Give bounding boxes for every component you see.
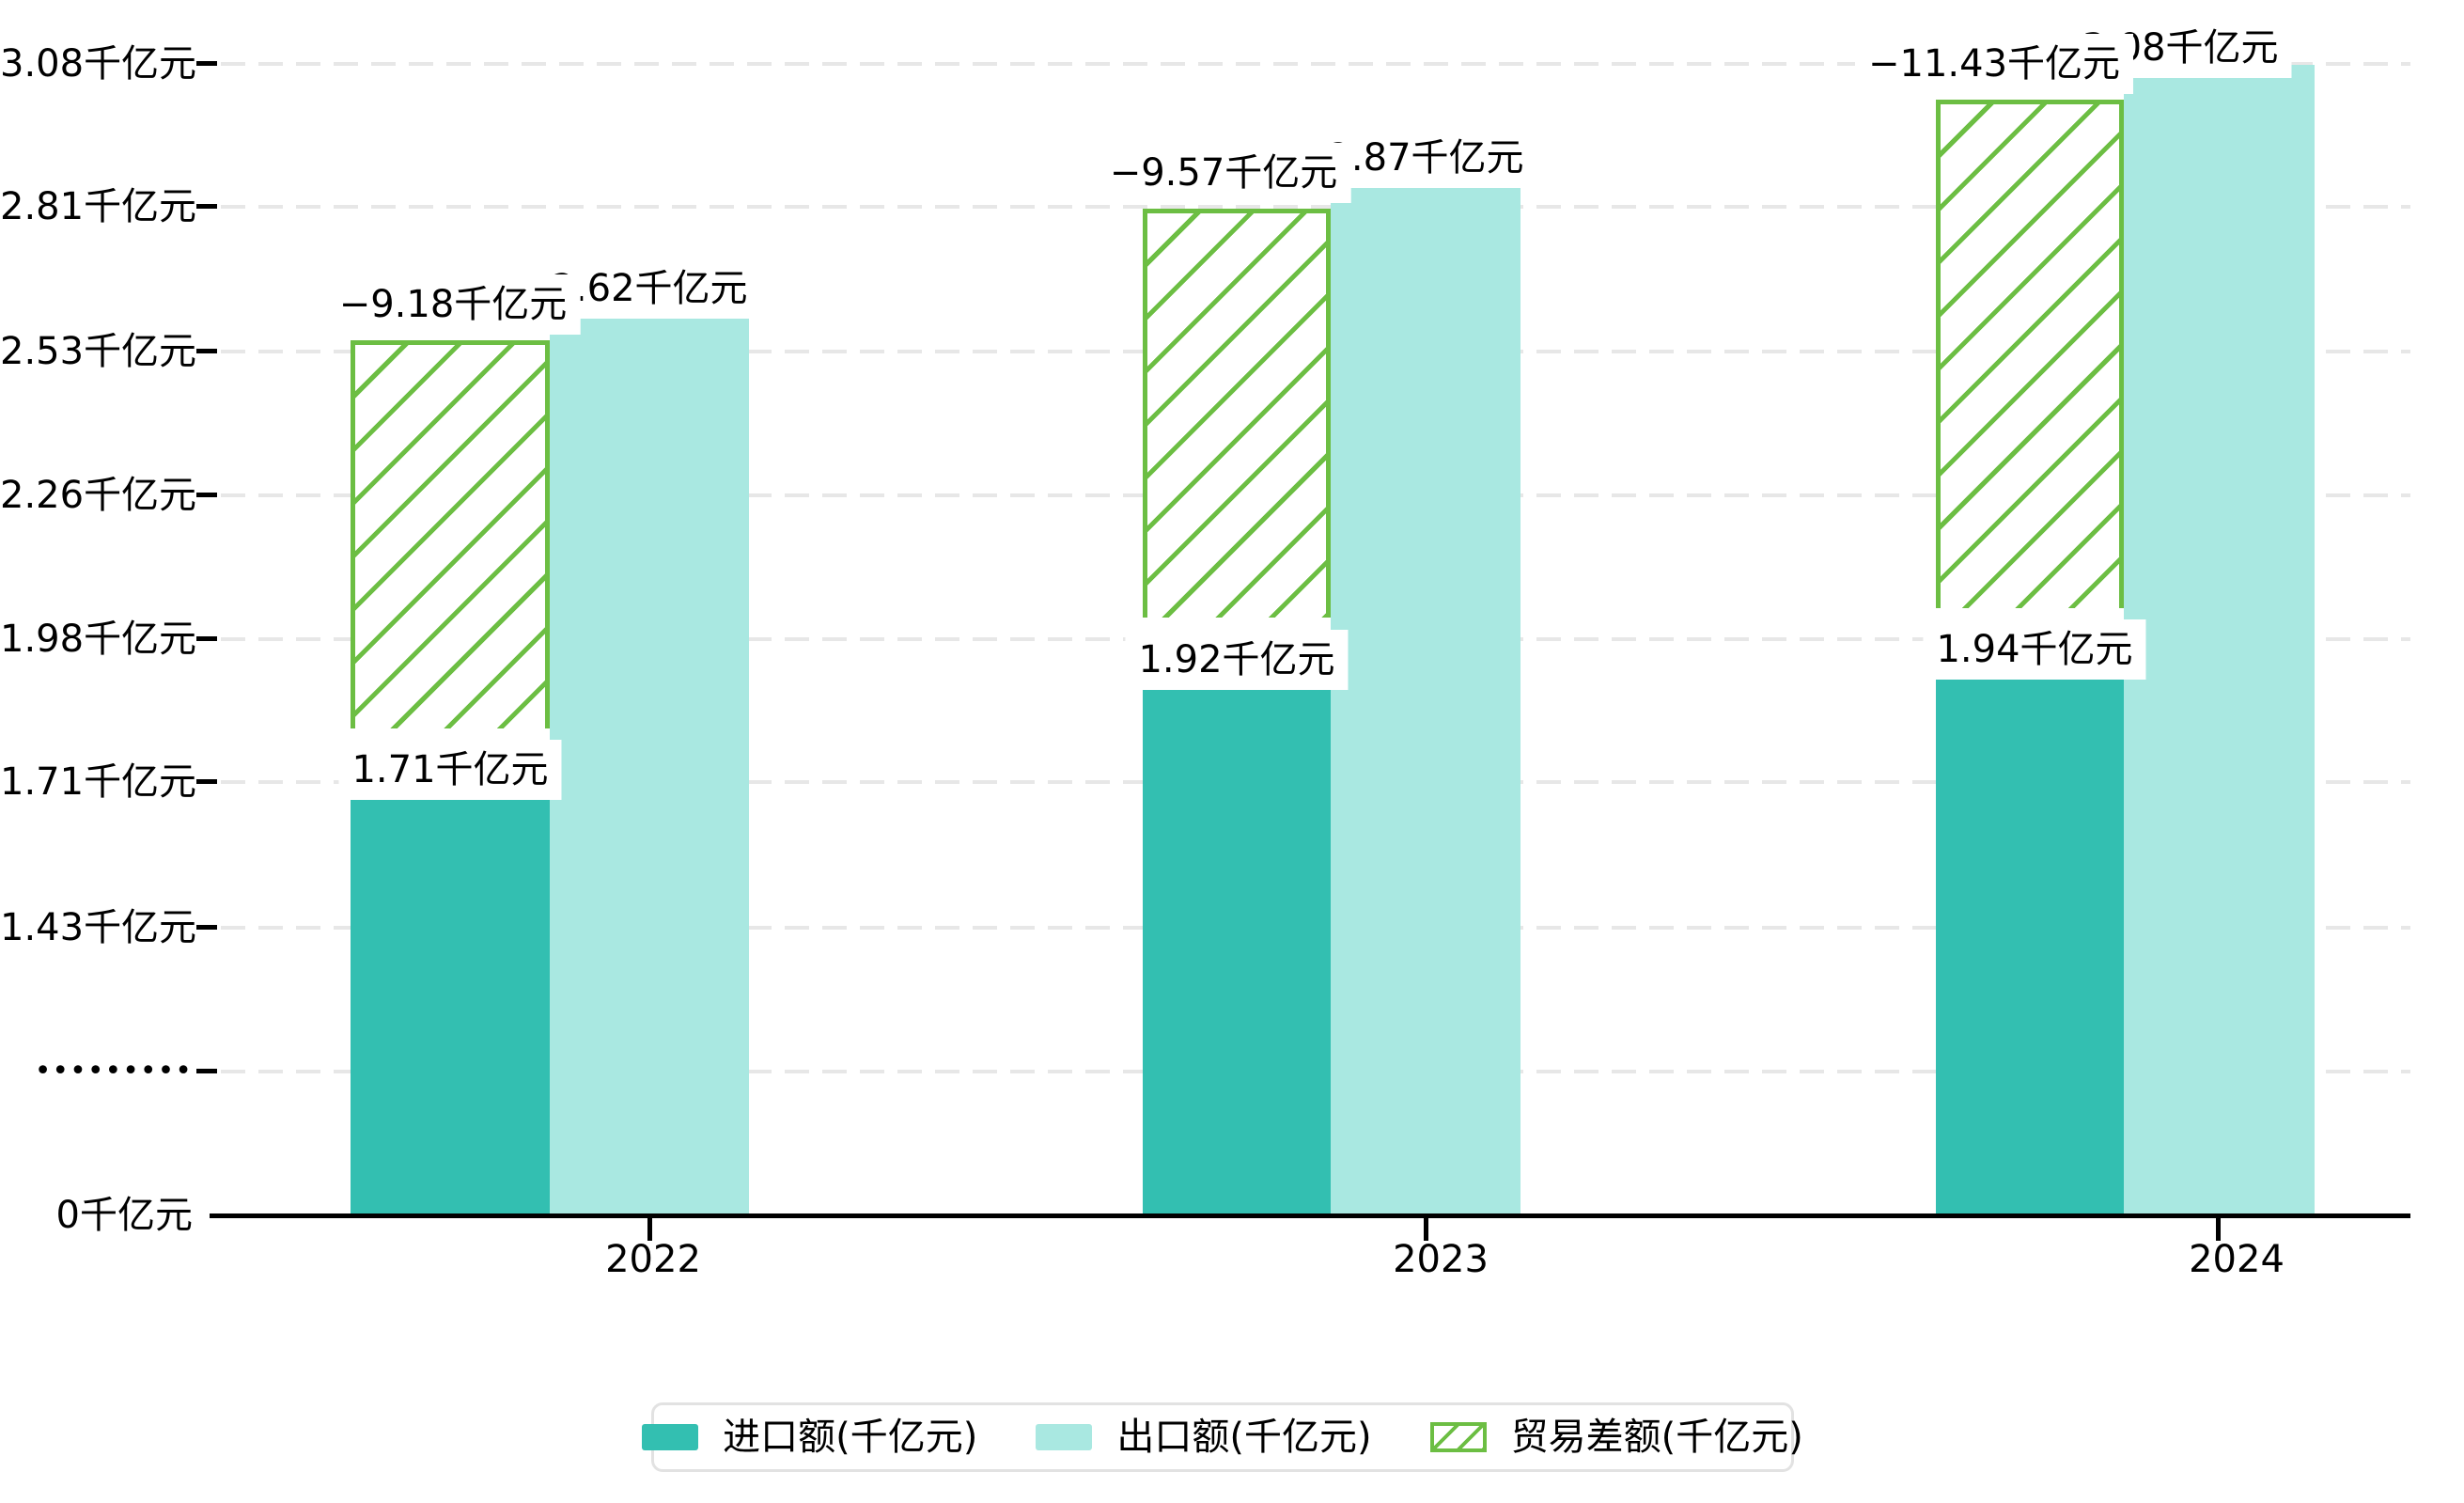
- y-axis-label: •••••••••: [34, 1055, 193, 1088]
- y-axis-label: 1.43千亿元: [0, 906, 197, 949]
- import-bar: [1936, 661, 2124, 1213]
- import-value-label: 1.71千亿元: [338, 740, 562, 800]
- legend: 进口额(千亿元) 出口额(千亿元) 贸易差额(千亿元): [642, 1402, 1803, 1472]
- import-value-label: 1.94千亿元: [1923, 619, 2146, 680]
- export-bar: [2124, 65, 2315, 1213]
- y-axis-label: 1.98千亿元: [0, 618, 197, 661]
- y-axis-label: 3.08千亿元: [0, 42, 197, 86]
- x-axis-label: 2024: [2189, 1238, 2285, 1281]
- legend-item: 贸易差额(千亿元): [1429, 1416, 1803, 1459]
- y-axis-label: 0千亿元: [55, 1194, 193, 1237]
- trade-balance-value-label: −9.57千亿元: [1096, 143, 1351, 203]
- y-axis-tick: [196, 925, 217, 930]
- y-axis-tick: [196, 636, 217, 641]
- import-value-label: 1.92千亿元: [1125, 630, 1349, 690]
- import-bar: [351, 781, 550, 1213]
- legend-label: 贸易差额(千亿元): [1510, 1416, 1803, 1459]
- x-axis-tick: [1424, 1218, 1428, 1241]
- y-axis-tick: [196, 1069, 217, 1073]
- y-axis-label: 2.26千亿元: [0, 474, 197, 517]
- y-axis-tick: [196, 349, 217, 353]
- x-axis-tick: [647, 1218, 652, 1241]
- y-axis-tick: [196, 204, 217, 209]
- trade-balance-bar: [351, 340, 550, 728]
- legend-label: 出口额(千亿元): [1116, 1416, 1372, 1459]
- x-axis-line: [210, 1213, 2410, 1218]
- import-bar: [1143, 671, 1331, 1213]
- y-grid-line: [221, 205, 2410, 209]
- legend-label: 进口额(千亿元): [723, 1416, 978, 1459]
- trade-balance-value-label: −11.43千亿元: [1854, 34, 2134, 94]
- y-grid-line: [221, 62, 2410, 66]
- y-axis-tick: [196, 779, 217, 784]
- legend-item: 出口额(千亿元): [1036, 1416, 1372, 1459]
- x-axis-tick: [2216, 1218, 2221, 1241]
- y-axis-tick: [196, 61, 217, 66]
- y-axis-label: 2.81千亿元: [0, 185, 197, 228]
- legend-swatch-export: [1036, 1424, 1093, 1450]
- export-bar: [1331, 175, 1521, 1213]
- y-axis-tick: [196, 493, 217, 497]
- x-axis-label: 2023: [1393, 1238, 1489, 1281]
- x-axis-label: 2022: [605, 1238, 701, 1281]
- export-value-label: 2.87千亿元: [1314, 128, 1537, 188]
- export-bar: [550, 305, 749, 1213]
- legend-swatch-trade-balance: [1429, 1422, 1487, 1452]
- y-axis-label: 1.71千亿元: [0, 760, 197, 804]
- legend-swatch-import: [642, 1424, 699, 1450]
- trade-balance-value-label: −9.18千亿元: [325, 274, 581, 335]
- trade-balance-bar: [1936, 100, 2124, 608]
- y-axis-label: 2.53千亿元: [0, 330, 197, 373]
- legend-item: 进口额(千亿元): [642, 1417, 977, 1458]
- trade-balance-bar: [1143, 209, 1331, 618]
